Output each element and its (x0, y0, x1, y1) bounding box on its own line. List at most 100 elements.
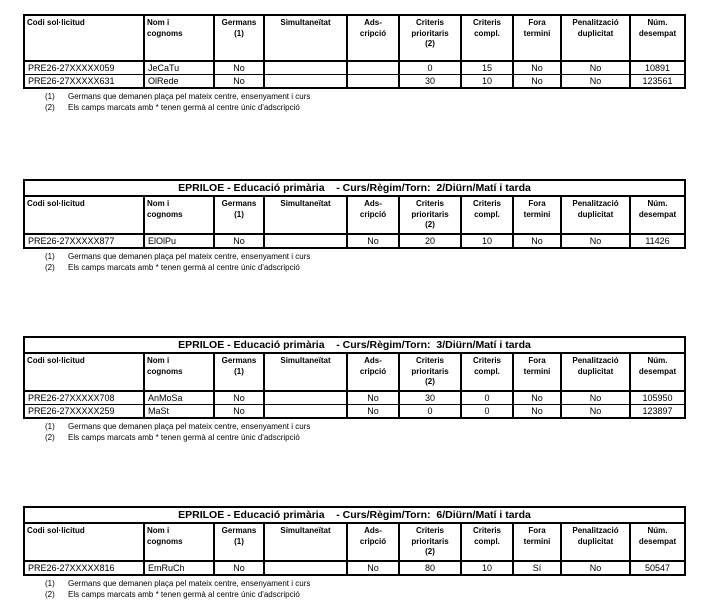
table-title-row: EPRILOE - Educació primària - Curs/Règim… (23, 179, 686, 197)
table-title: EPRILOE - Educació primària - Curs/Règim… (23, 179, 686, 197)
cell (263, 74, 348, 89)
cell: 0 (398, 60, 462, 75)
cell: AnMoSa (143, 390, 215, 405)
cell: No (560, 74, 631, 89)
column-header-4: Ads- cripció (346, 14, 400, 62)
column-header-3: Simultaneïtat (263, 522, 348, 562)
cell: 20 (398, 233, 462, 249)
column-header-6: Criteris compl. (460, 352, 514, 392)
column-header-7: Fora termini (512, 195, 562, 235)
cell (263, 233, 348, 249)
column-header-9: Núm. desempat (629, 195, 686, 235)
cell: No (213, 404, 265, 419)
footnote-number: (1) (45, 252, 55, 261)
header-row: Codi sol·licitud Nom i cognoms Germans (1)… (23, 14, 686, 62)
column-header-3: Simultaneïtat (263, 195, 348, 235)
column-header-6: Criteris compl. (460, 195, 514, 235)
cell: No (346, 390, 400, 405)
cell: 10891 (629, 60, 686, 75)
footnote-text: Germans que demanen plaça pel mateix cen… (68, 422, 311, 431)
column-header-2: Germans (1) (213, 195, 265, 235)
cell: No (346, 404, 400, 419)
header-row: Codi sol·licitud Nom i cognoms Germans (1)… (23, 522, 686, 562)
footnote: (2) Els camps marcats amb * tenen germà a… (45, 589, 688, 600)
table-section-3: EPRILOE - Educació primària - Curs/Règim… (23, 336, 688, 443)
table-title-row: EPRILOE - Educació primària - Curs/Règim… (23, 336, 686, 354)
cell: No (560, 390, 631, 405)
cell: 123561 (629, 74, 686, 89)
column-header-2: Germans (1) (213, 352, 265, 392)
cell: 123897 (629, 404, 686, 419)
cell: No (213, 60, 265, 75)
cell: No (560, 560, 631, 576)
table-title-row: EPRILOE - Educació primària - Curs/Règim… (23, 506, 686, 524)
cell: 30 (398, 390, 462, 405)
footnote-number: (1) (45, 579, 55, 588)
table-row: PRE26-27XXXXX877 ElOlPu No No 20 10 No No 11426 (23, 233, 686, 249)
table-section-2: EPRILOE - Educació primària - Curs/Règim… (23, 179, 688, 273)
footnotes: (1) Germans que demanen plaça pel mateix … (45, 251, 688, 273)
footnote: (1) Germans que demanen plaça pel mateix … (45, 421, 688, 432)
results-table: Codi sol·licitud Nom i cognoms Germans (1)… (23, 14, 686, 89)
cell: PRE26-27XXXXX059 (23, 60, 145, 75)
column-header-9: Núm. desempat (629, 14, 686, 62)
column-header-4: Ads- cripció (346, 352, 400, 392)
cell: PRE26-27XXXXX877 (23, 233, 145, 249)
footnote-number: (1) (45, 92, 55, 101)
column-header-4: Ads- cripció (346, 522, 400, 562)
footnote-text: Germans que demanen plaça pel mateix cen… (68, 92, 311, 101)
column-header-6: Criteris compl. (460, 14, 514, 62)
table-row: PRE26-27XXXXX816 EmRuCh No No 80 10 Sí No 50547 (23, 560, 686, 576)
cell: 0 (460, 404, 514, 419)
footnotes: (1) Germans que demanen plaça pel mateix … (45, 421, 688, 443)
cell: 30 (398, 74, 462, 89)
footnote: (2) Els camps marcats amb * tenen germà a… (45, 102, 688, 113)
footnote-number: (2) (45, 103, 55, 112)
cell (263, 390, 348, 405)
results-table: EPRILOE - Educació primària - Curs/Règim… (23, 179, 686, 249)
cell: No (213, 74, 265, 89)
cell (346, 74, 400, 89)
footnote: (1) Germans que demanen plaça pel mateix … (45, 578, 688, 589)
column-header-7: Fora termini (512, 352, 562, 392)
cell (263, 60, 348, 75)
footnotes: (1) Germans que demanen plaça pel mateix … (45, 91, 688, 113)
cell: No (213, 390, 265, 405)
cell: 80 (398, 560, 462, 576)
footnote: (2) Els camps marcats amb * tenen germà a… (45, 262, 688, 273)
column-header-5: Criteris prioritaris (2) (398, 195, 462, 235)
column-header-3: Simultaneïtat (263, 14, 348, 62)
column-header-8: Penalització duplicitat (560, 522, 631, 562)
footnote: (2) Els camps marcats amb * tenen germà a… (45, 432, 688, 443)
column-header-9: Núm. desempat (629, 522, 686, 562)
column-header-1: Nom i cognoms (143, 352, 215, 392)
table-row: PRE26-27XXXXX259 MaSt No No 0 0 No No 123897 (23, 404, 686, 419)
cell: No (346, 233, 400, 249)
cell (346, 60, 400, 75)
column-header-0: Codi sol·licitud (23, 14, 145, 62)
table-title: EPRILOE - Educació primària - Curs/Règim… (23, 336, 686, 354)
footnote-number: (2) (45, 433, 55, 442)
table-title: EPRILOE - Educació primària - Curs/Règim… (23, 506, 686, 524)
cell: 0 (460, 390, 514, 405)
table-section-1: Codi sol·licitud Nom i cognoms Germans (1)… (23, 14, 688, 113)
cell: No (560, 233, 631, 249)
cell: EmRuCh (143, 560, 215, 576)
column-header-0: Codi sol·licitud (23, 195, 145, 235)
cell: 50547 (629, 560, 686, 576)
column-header-3: Simultaneïtat (263, 352, 348, 392)
column-header-6: Criteris compl. (460, 522, 514, 562)
cell: 15 (460, 60, 514, 75)
cell: ElOlPu (143, 233, 215, 249)
footnote-number: (1) (45, 422, 55, 431)
table-row: PRE26-27XXXXX708 AnMoSa No No 30 0 No No 105950 (23, 390, 686, 405)
cell: Sí (512, 560, 562, 576)
footnote-text: Els camps marcats amb * tenen germà al c… (68, 263, 300, 272)
cell: No (512, 390, 562, 405)
cell: PRE26-27XXXXX816 (23, 560, 145, 576)
column-header-9: Núm. desempat (629, 352, 686, 392)
footnote-text: Els camps marcats amb * tenen germà al c… (68, 433, 300, 442)
footnote-text: Germans que demanen plaça pel mateix cen… (68, 252, 311, 261)
column-header-5: Criteris prioritaris (2) (398, 14, 462, 62)
